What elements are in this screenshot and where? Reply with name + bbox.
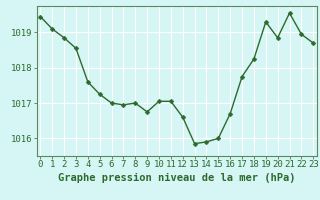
X-axis label: Graphe pression niveau de la mer (hPa): Graphe pression niveau de la mer (hPa) [58,173,296,183]
